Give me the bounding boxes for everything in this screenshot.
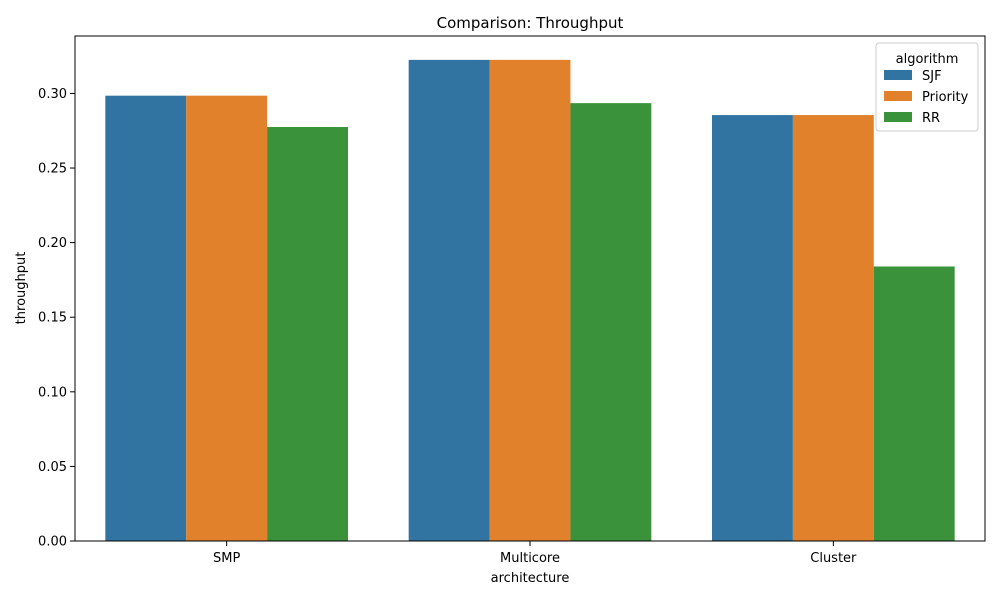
x-tick-label: Multicore [500, 551, 560, 566]
y-tick-label: 0.30 [38, 87, 67, 102]
bar-sjf-cluster [712, 115, 793, 541]
bar-rr-cluster [873, 266, 955, 541]
legend-box [875, 42, 979, 132]
y-tick-label: 0.20 [38, 236, 67, 251]
bar-priority-smp [186, 95, 268, 541]
chart-title: Comparison: Throughput [437, 14, 624, 32]
legend-swatch-rr [884, 112, 912, 122]
y-tick-label: 0.10 [38, 385, 67, 400]
x-axis: SMP Multicore Cluster [213, 541, 857, 566]
bar-sjf-smp [105, 95, 187, 541]
y-tick-label: 0.25 [38, 162, 67, 177]
y-axis-label: throughput [14, 252, 29, 325]
y-axis: 0.00 0.05 0.10 0.15 0.20 0.25 0.30 [38, 87, 75, 550]
bars-group [105, 59, 955, 542]
x-axis-label: architecture [491, 571, 570, 586]
legend-title: algorithm [896, 52, 959, 67]
legend-swatch-sjf [884, 70, 912, 80]
legend-label-sjf: SJF [922, 69, 942, 84]
legend-label-rr: RR [922, 111, 940, 126]
x-tick-label: SMP [213, 551, 240, 566]
y-tick-label: 0.15 [38, 311, 67, 326]
legend-label-priority: Priority [922, 90, 969, 105]
x-tick-label: Cluster [810, 551, 857, 566]
legend: algorithm SJF Priority RR [875, 42, 979, 132]
bar-priority-multicore [489, 59, 571, 541]
bar-rr-smp [267, 127, 348, 542]
bar-priority-cluster [792, 115, 874, 541]
y-tick-label: 0.05 [38, 460, 67, 475]
y-tick-label: 0.00 [38, 535, 67, 550]
bar-rr-multicore [570, 103, 652, 542]
bar-sjf-multicore [408, 59, 490, 541]
legend-swatch-priority [884, 91, 912, 101]
plot-frame [74, 35, 986, 542]
